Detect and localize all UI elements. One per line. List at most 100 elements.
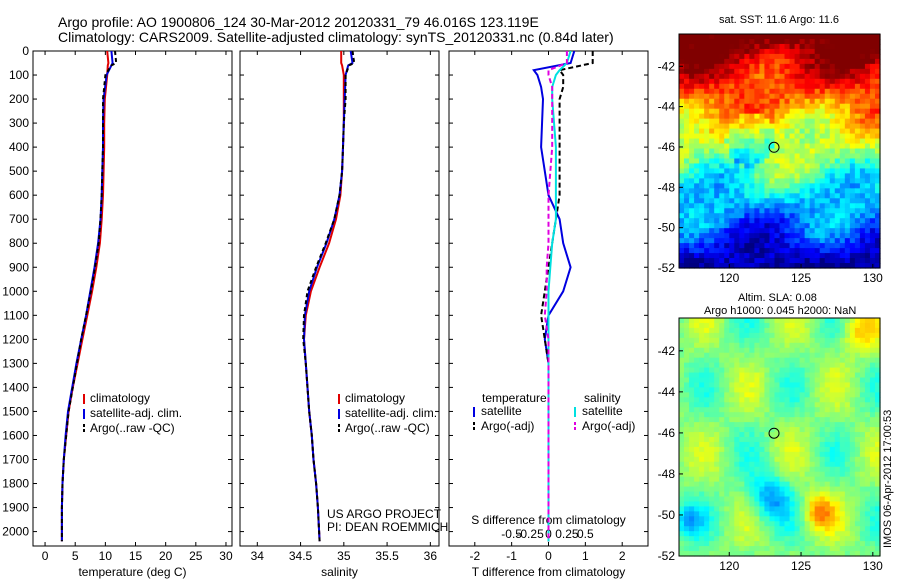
heatmap-cell	[824, 451, 831, 458]
heatmap-cell	[774, 327, 781, 334]
heatmap-cell	[779, 203, 786, 209]
heatmap-cell	[874, 38, 881, 45]
heatmap-cell	[714, 352, 720, 359]
heatmap-cell	[784, 158, 791, 165]
heatmap-cell	[844, 397, 851, 403]
heatmap-cell	[874, 178, 881, 184]
heatmap-cell	[684, 238, 690, 244]
heatmap-cell	[799, 551, 806, 557]
heatmap-cell	[679, 352, 685, 359]
heatmap-cell	[854, 322, 861, 329]
heatmap-cell	[719, 58, 725, 65]
x-tick-label: 5	[72, 549, 79, 563]
heatmap-cell	[864, 402, 871, 408]
heatmap-cell	[749, 546, 755, 552]
heatmap-cell	[864, 367, 871, 374]
heatmap-cell	[869, 377, 876, 384]
heatmap-cell	[794, 133, 801, 140]
heatmap-cell	[839, 446, 846, 453]
heatmap-cell	[689, 461, 695, 468]
heatmap-cell	[799, 238, 806, 244]
heatmap-cell	[734, 193, 740, 199]
map-frame	[678, 33, 881, 269]
heatmap-cell	[839, 93, 846, 100]
heatmap-cell	[834, 521, 841, 527]
heatmap-cell	[824, 332, 831, 339]
heatmap-cell	[829, 536, 836, 542]
heatmap-cell	[819, 148, 826, 155]
heatmap-cell	[744, 218, 750, 224]
heatmap-cell	[874, 188, 881, 194]
heatmap-cell	[794, 526, 801, 532]
heatmap-cell	[779, 402, 786, 408]
heatmap-cell	[754, 153, 761, 160]
heatmap-cell	[794, 362, 801, 369]
heatmap-cell	[779, 372, 786, 379]
heatmap-cell	[854, 218, 861, 224]
heatmap-cell	[874, 83, 881, 90]
heatmap-cell	[824, 491, 831, 498]
heatmap-cell	[734, 412, 740, 418]
heatmap-cell	[704, 521, 710, 527]
heatmap-cell	[829, 486, 836, 493]
heatmap-cell	[699, 178, 705, 184]
heatmap-cell	[774, 123, 781, 130]
heatmap-cell	[869, 516, 876, 522]
heatmap-cell	[684, 397, 690, 403]
heatmap-cell	[809, 531, 816, 537]
heatmap-cell	[824, 318, 831, 324]
heatmap-cell	[744, 481, 750, 488]
heatmap-cell	[854, 118, 861, 125]
heatmap-cell	[864, 48, 871, 55]
heatmap-cell	[844, 541, 851, 547]
heatmap-cell	[859, 43, 866, 50]
heatmap-cell	[749, 397, 755, 403]
heatmap-cell	[724, 238, 730, 244]
heatmap-cell	[859, 128, 866, 135]
heatmap-cell	[714, 347, 720, 354]
heatmap-cell	[819, 481, 826, 488]
heatmap-cell	[684, 422, 690, 428]
heatmap-cell	[874, 362, 881, 369]
heatmap-cell	[774, 58, 781, 65]
heatmap-cell	[714, 456, 720, 463]
heatmap-cell	[799, 471, 806, 478]
heatmap-cell	[769, 128, 776, 135]
heatmap-cell	[739, 138, 745, 145]
heatmap-cell	[679, 113, 685, 120]
heatmap-cell	[709, 258, 715, 264]
heatmap-cell	[759, 73, 766, 80]
heatmap-cell	[714, 377, 720, 384]
heatmap-cell	[749, 38, 755, 45]
heatmap-cell	[804, 407, 811, 413]
heatmap-cell	[804, 422, 811, 428]
heatmap-cell	[819, 407, 826, 413]
heatmap-cell	[869, 486, 876, 493]
heatmap-cell	[709, 417, 715, 423]
heatmap-cell	[819, 228, 826, 234]
heatmap-cell	[789, 551, 796, 557]
heatmap-cell	[744, 352, 750, 359]
heatmap-cell	[774, 461, 781, 468]
heatmap-cell	[724, 322, 730, 329]
heatmap-cell	[764, 123, 771, 130]
x-tick-label: 34	[251, 549, 265, 563]
heatmap-cell	[739, 48, 745, 55]
heatmap-cell	[854, 168, 861, 175]
heatmap-cell	[679, 118, 685, 125]
heatmap-cell	[749, 213, 755, 219]
heatmap-cell	[789, 476, 796, 483]
heatmap-cell	[774, 342, 781, 349]
heatmap-cell	[714, 471, 720, 478]
heatmap-cell	[829, 158, 836, 165]
heatmap-cell	[834, 536, 841, 542]
heatmap-cell	[799, 546, 806, 552]
heatmap-cell	[734, 48, 740, 55]
plot-frame	[32, 50, 233, 547]
heatmap-cell	[834, 352, 841, 359]
heatmap-cell	[839, 402, 846, 408]
heatmap-cell	[714, 486, 720, 493]
heatmap-cell	[779, 526, 786, 532]
heatmap-cell	[729, 372, 735, 379]
heatmap-cell	[764, 243, 771, 249]
